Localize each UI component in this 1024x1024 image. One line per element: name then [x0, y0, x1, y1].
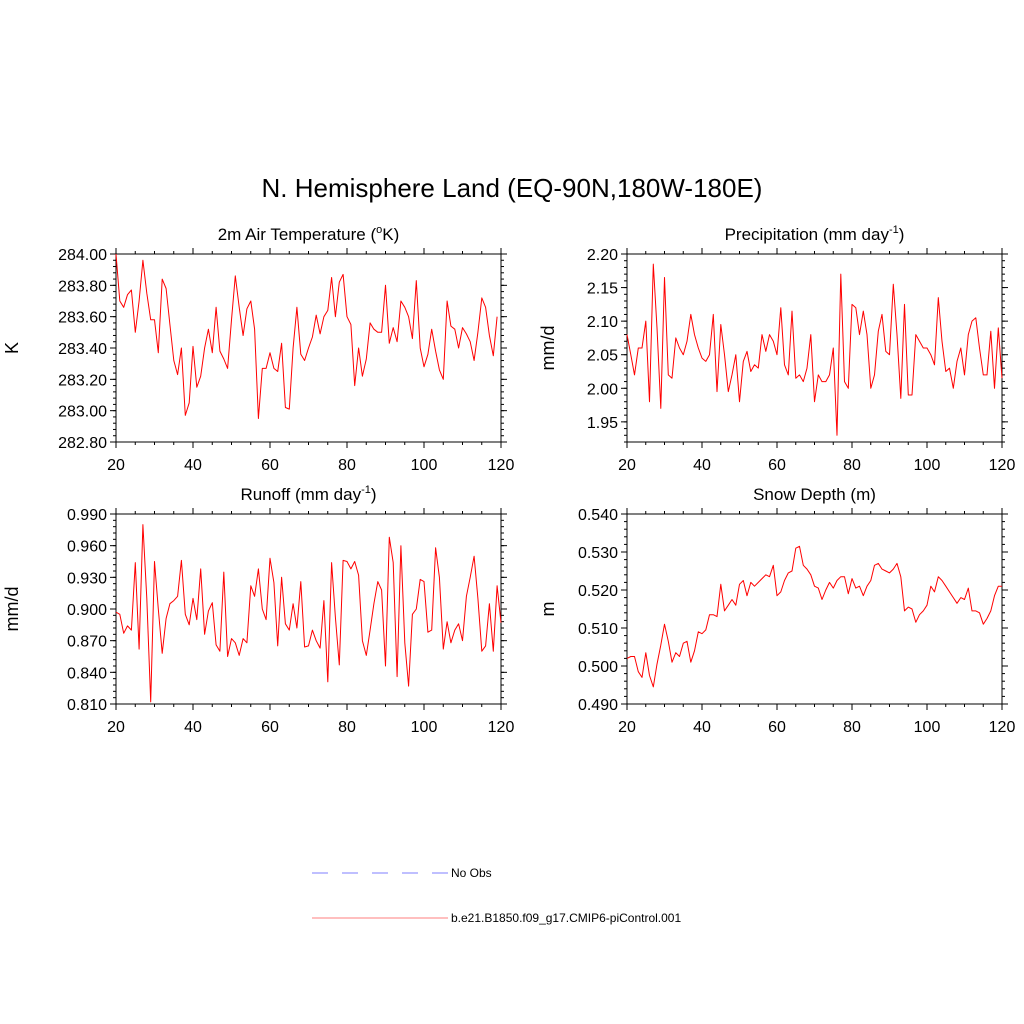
y-tick-label: 2.15	[587, 281, 618, 298]
legend-model-label: b.e21.B1850.f09_g17.CMIP6-piControl.001	[451, 911, 681, 925]
x-tick-label: 120	[488, 457, 515, 474]
model-series-line	[626, 263, 1003, 436]
x-tick-label: 60	[768, 719, 786, 736]
x-tick-label: 100	[914, 457, 941, 474]
x-tick-label: 60	[261, 719, 279, 736]
y-tick-label: 282.80	[58, 435, 107, 452]
y-tick-label: 0.870	[67, 634, 107, 651]
legend-obs-label: No Obs	[451, 866, 492, 880]
x-tick-label: 40	[693, 719, 711, 736]
y-tick-label: 0.960	[67, 539, 107, 556]
x-tick-label: 80	[338, 457, 356, 474]
y-tick-label: 283.60	[58, 310, 107, 327]
subplot-title-main: 2m Air Temperature (	[218, 225, 377, 244]
panel-runoff: 20 40 60 80 100 120 0.810 0.840 0.870 0.900 0.930 0…	[2, 484, 514, 736]
y-tick-label: 284.00	[58, 247, 107, 264]
y-axis-label: mm/d	[2, 587, 22, 632]
subplot-title: Precipitation (mm day-1)	[725, 224, 905, 244]
x-tick-label: 20	[107, 457, 125, 474]
subplot-title-main: Runoff (mm day	[240, 485, 361, 504]
y-tick-label: 2.20	[587, 247, 618, 264]
model-series-line	[115, 253, 498, 419]
x-tick-label: 60	[261, 457, 279, 474]
x-tick-label: 120	[989, 457, 1016, 474]
x-tick-label: 80	[843, 719, 861, 736]
y-tick-label: 0.490	[578, 697, 618, 714]
subplot-title-sup: -1	[889, 224, 899, 236]
y-tick-label: 0.530	[578, 545, 618, 562]
y-tick-label: 0.930	[67, 570, 107, 587]
panel-air-temperature: 20 40 60 80 100 120 282.80 283.00 283.20 283.40 28…	[2, 224, 514, 474]
x-tick-label: 120	[488, 719, 515, 736]
y-tick-label: 283.20	[58, 372, 107, 389]
y-tick-label: 2.05	[587, 348, 618, 365]
y-tick-label: 0.900	[67, 602, 107, 619]
x-tick-label: 100	[411, 719, 438, 736]
y-axis-label: mm/d	[538, 326, 558, 371]
y-axis-label: m	[538, 602, 558, 617]
y-tick-label: 0.520	[578, 583, 618, 600]
subplot-title-end: K)	[382, 225, 399, 244]
main-title: N. Hemisphere Land (EQ-90N,180W-180E)	[262, 173, 763, 203]
subplot-title: Snow Depth (m)	[753, 485, 876, 504]
subplot-title: 2m Air Temperature (oK)	[218, 224, 400, 244]
panel-precipitation: 20 40 60 80 100 120 1.95 2.00 2.05 2.10 2.15 2.20 mm…	[538, 224, 1015, 474]
plot-frame	[626, 253, 1003, 443]
x-tick-label: 20	[618, 719, 636, 736]
y-tick-label: 0.990	[67, 507, 107, 524]
subplot-title: Runoff (mm day-1)	[240, 484, 376, 504]
subplot-title-sup: -1	[361, 484, 371, 496]
x-tick-label: 80	[338, 719, 356, 736]
x-tick-label: 20	[107, 719, 125, 736]
subplot-title-end: )	[899, 225, 905, 244]
y-tick-label: 0.840	[67, 665, 107, 682]
y-tick-label: 2.10	[587, 314, 618, 331]
model-series-line	[115, 524, 502, 703]
y-tick-label: 2.00	[587, 381, 618, 398]
x-tick-label: 40	[184, 457, 202, 474]
subplot-title-end: )	[371, 485, 377, 504]
y-tick-label: 283.00	[58, 404, 107, 421]
y-tick-label: 283.40	[58, 341, 107, 358]
y-tick-label: 0.500	[578, 659, 618, 676]
plot-frame	[626, 513, 1003, 705]
x-tick-label: 40	[184, 719, 202, 736]
y-tick-label: 0.810	[67, 697, 107, 714]
subplot-title-sup: o	[376, 224, 382, 236]
y-tick-label: 1.95	[587, 415, 618, 432]
panel-snow-depth: 20 40 60 80 100 120 0.490 0.500 0.510 0.520 0.530 0…	[538, 485, 1015, 736]
subplot-title-main: Snow Depth (m)	[753, 485, 876, 504]
x-tick-label: 40	[693, 457, 711, 474]
y-axis-label: K	[2, 342, 22, 354]
x-tick-label: 100	[914, 719, 941, 736]
y-tick-label: 283.80	[58, 278, 107, 295]
plot-frame	[115, 513, 502, 705]
y-tick-label: 0.540	[578, 507, 618, 524]
legend: No Obs b.e21.B1850.f09_g17.CMIP6-piContr…	[312, 866, 681, 925]
x-tick-label: 120	[989, 719, 1016, 736]
x-tick-label: 20	[618, 457, 636, 474]
x-tick-label: 100	[411, 457, 438, 474]
y-tick-label: 0.510	[578, 621, 618, 638]
x-tick-label: 80	[843, 457, 861, 474]
model-series-line	[626, 545, 1002, 688]
x-tick-label: 60	[768, 457, 786, 474]
subplot-title-main: Precipitation (mm day	[725, 225, 890, 244]
